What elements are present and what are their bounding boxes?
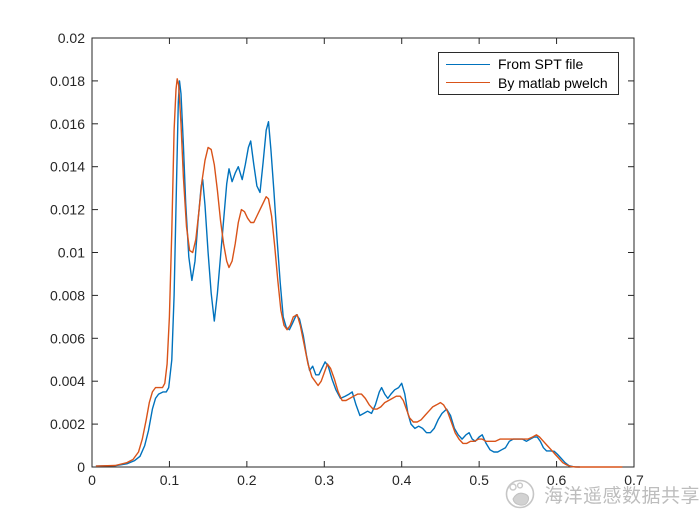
series-line-from-spt-file [95,80,580,468]
y-tick-label: 0.014 [50,159,85,175]
legend-item-spt: From SPT file [439,55,618,73]
y-tick-label: 0.008 [50,287,85,303]
legend[interactable]: From SPT file By matlab pwelch [438,52,619,95]
x-tick-label: 0 [88,472,96,488]
x-tick-label: 0.7 [624,472,644,488]
x-tick-label: 0.5 [469,472,489,488]
y-tick-label: 0.006 [50,330,85,346]
series-line-by-matlab-pwelch [95,78,623,468]
legend-label: From SPT file [498,56,584,73]
y-tick-label: 0.012 [50,202,85,218]
axes-box [91,37,635,468]
legend-line-sample-orange [446,82,490,84]
legend-item-pwelch: By matlab pwelch [439,74,618,92]
y-tick-label: 0.018 [50,73,85,89]
x-tick-label: 0.4 [392,472,412,488]
x-tick-label: 0.3 [315,472,335,488]
x-tick-label: 0.1 [160,472,180,488]
x-tick-label: 0.2 [237,472,257,488]
y-tick-label: 0 [77,459,85,475]
legend-line-sample-blue [446,63,490,65]
y-tick-label: 0.01 [58,245,85,261]
y-tick-label: 0.016 [50,116,85,132]
y-tick-label: 0.02 [58,30,85,46]
x-tick-label: 0.6 [547,472,567,488]
y-tick-label: 0.004 [50,373,85,389]
legend-label: By matlab pwelch [498,74,608,91]
y-tick-label: 0.002 [50,416,85,432]
